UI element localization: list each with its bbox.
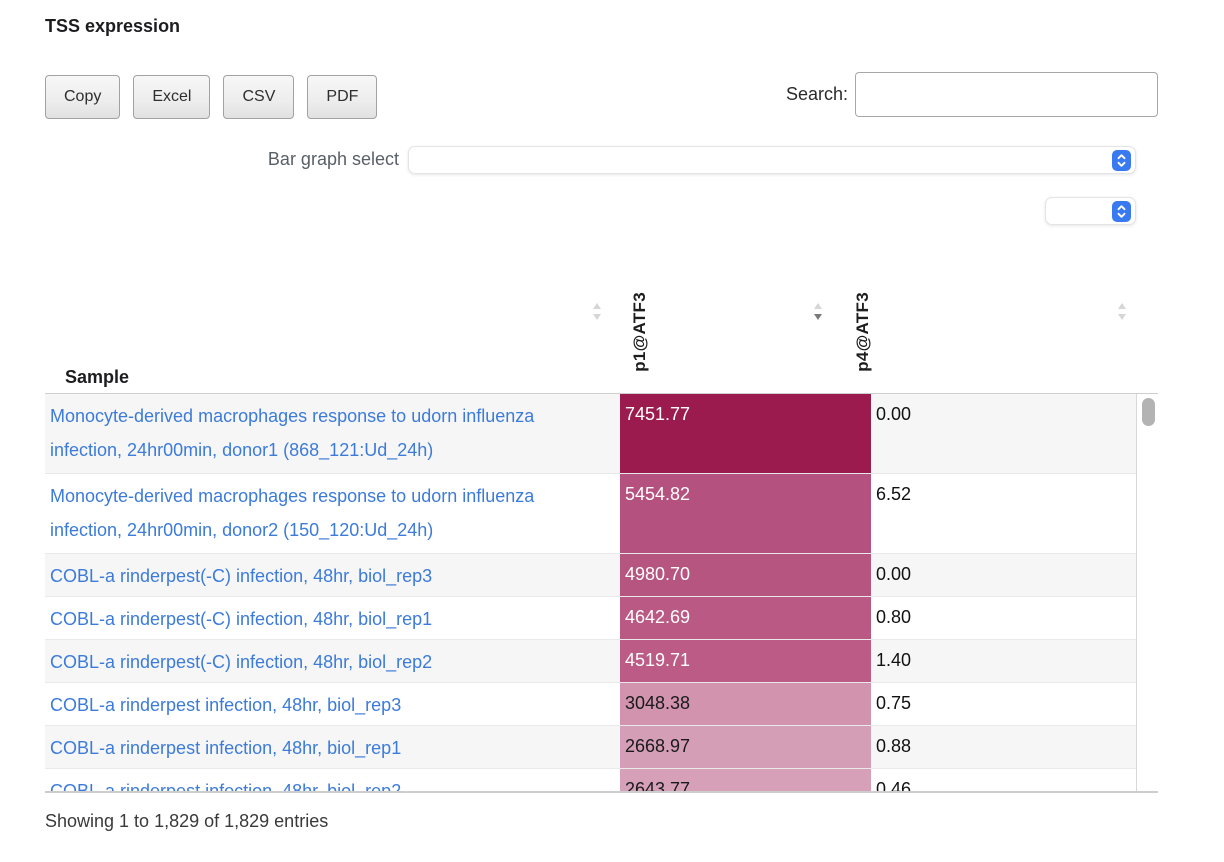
search-input[interactable] (855, 72, 1158, 117)
sample-cell: COBL-a rinderpest infection, 48hr, biol_… (45, 683, 620, 725)
p4-value-cell: 0.88 (871, 726, 1136, 768)
p4-value-cell: 0.46 (871, 769, 1136, 791)
sample-link[interactable]: COBL-a rinderpest(-C) infection, 48hr, b… (50, 566, 433, 586)
table-body-scroll-area: Monocyte-derived macrophages response to… (45, 393, 1158, 791)
p4-value-cell: 1.40 (871, 640, 1136, 682)
table-row: COBL-a rinderpest infection, 48hr, biol_… (45, 683, 1136, 726)
sample-cell: COBL-a rinderpest(-C) infection, 48hr, b… (45, 640, 620, 682)
bar-graph-select[interactable] (408, 146, 1136, 174)
sample-link[interactable]: COBL-a rinderpest infection, 48hr, biol_… (50, 781, 402, 791)
entries-info: Showing 1 to 1,829 of 1,829 entries (45, 811, 329, 831)
csv-button[interactable]: CSV (223, 75, 295, 119)
sample-link[interactable]: Monocyte-derived macrophages response to… (50, 486, 535, 540)
table-body: Monocyte-derived macrophages response to… (45, 394, 1137, 791)
sample-cell: COBL-a rinderpest(-C) infection, 48hr, b… (45, 554, 620, 596)
table-row: COBL-a rinderpest infection, 48hr, biol_… (45, 726, 1136, 769)
search-area: Search: (775, 72, 1158, 117)
p4-value-cell: 0.00 (871, 554, 1136, 596)
p1-value-cell: 4980.70 (620, 554, 871, 596)
table-row: COBL-a rinderpest infection, 48hr, biol_… (45, 769, 1136, 791)
table-row: COBL-a rinderpest(-C) infection, 48hr, b… (45, 597, 1136, 640)
vertical-scrollbar[interactable] (1142, 398, 1155, 426)
p1-value-cell: 4519.71 (620, 640, 871, 682)
column-header-p4atf3[interactable]: p4@ATF3 (853, 292, 872, 372)
column-header-p1atf3[interactable]: p1@ATF3 (630, 292, 649, 372)
select-stepper-icon (1112, 149, 1131, 171)
p4-value-cell: 6.52 (871, 474, 1136, 553)
table-header: Sample p1@ATF3 p4@ATF3 (45, 270, 1158, 393)
sample-cell: Monocyte-derived macrophages response to… (45, 474, 620, 553)
sort-icon-p1atf3[interactable] (813, 303, 823, 320)
sample-cell: COBL-a rinderpest infection, 48hr, biol_… (45, 726, 620, 768)
sample-link[interactable]: COBL-a rinderpest(-C) infection, 48hr, b… (50, 609, 433, 629)
secondary-select[interactable] (1045, 197, 1136, 225)
table-row: COBL-a rinderpest(-C) infection, 48hr, b… (45, 554, 1136, 597)
excel-button[interactable]: Excel (133, 75, 211, 119)
page-title: TSS expression (45, 16, 181, 36)
table-row: Monocyte-derived macrophages response to… (45, 394, 1136, 474)
sample-cell: Monocyte-derived macrophages response to… (45, 394, 620, 473)
table-row: Monocyte-derived macrophages response to… (45, 474, 1136, 554)
search-label: Search: (785, 84, 848, 104)
sort-icon-p4atf3[interactable] (1117, 303, 1127, 320)
sample-cell: COBL-a rinderpest infection, 48hr, biol_… (45, 769, 620, 791)
bar-graph-select-label: Bar graph select (267, 149, 399, 169)
table-row: COBL-a rinderpest(-C) infection, 48hr, b… (45, 640, 1136, 683)
p1-value-cell: 2668.97 (620, 726, 871, 768)
sort-icon-sample[interactable] (592, 303, 602, 320)
p4-value-cell: 0.00 (871, 394, 1136, 473)
select-stepper-icon (1112, 200, 1131, 222)
p1-value-cell: 7451.77 (620, 394, 871, 473)
table-bottom-divider (45, 791, 1158, 793)
p4-value-cell: 0.80 (871, 597, 1136, 639)
p1-value-cell: 2643.77 (620, 769, 871, 791)
p1-value-cell: 4642.69 (620, 597, 871, 639)
p1-value-cell: 5454.82 (620, 474, 871, 553)
sample-cell: COBL-a rinderpest(-C) infection, 48hr, b… (45, 597, 620, 639)
pdf-button[interactable]: PDF (307, 75, 378, 119)
sample-link[interactable]: COBL-a rinderpest infection, 48hr, biol_… (50, 738, 402, 758)
p1-value-cell: 3048.38 (620, 683, 871, 725)
export-button-group: Copy Excel CSV PDF (45, 75, 378, 119)
sample-link[interactable]: Monocyte-derived macrophages response to… (50, 406, 535, 460)
column-header-sample[interactable]: Sample (65, 367, 130, 387)
sample-link[interactable]: COBL-a rinderpest infection, 48hr, biol_… (50, 695, 402, 715)
sample-link[interactable]: COBL-a rinderpest(-C) infection, 48hr, b… (50, 652, 433, 672)
copy-button[interactable]: Copy (45, 75, 121, 119)
p4-value-cell: 0.75 (871, 683, 1136, 725)
